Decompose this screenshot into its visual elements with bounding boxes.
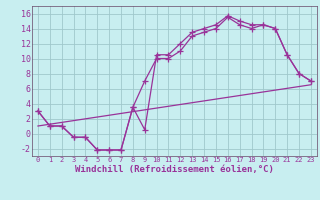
- X-axis label: Windchill (Refroidissement éolien,°C): Windchill (Refroidissement éolien,°C): [75, 165, 274, 174]
